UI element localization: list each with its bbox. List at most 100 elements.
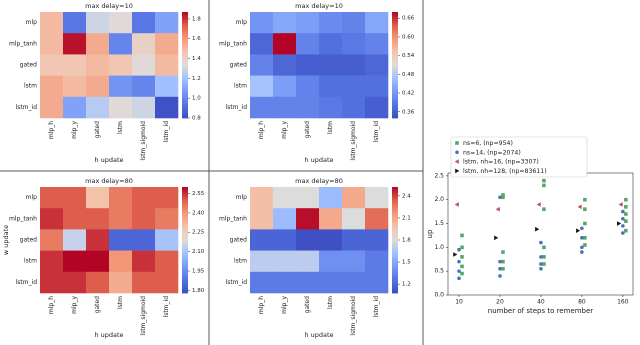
colorbar-segment [182, 100, 188, 103]
colorbar-segment [392, 34, 398, 38]
heatmap-cell [40, 75, 64, 98]
heatmap-cell [365, 75, 389, 98]
colorbar-tick-label: 1.0 [192, 96, 201, 102]
colorbar-segment [182, 224, 188, 227]
colorbar-segment [392, 192, 398, 195]
x-tick-label: mlp_y [281, 296, 288, 314]
colorbar-segment [392, 15, 398, 18]
colorbar-segment [392, 79, 398, 82]
colorbar-segment [392, 22, 398, 25]
colorbar-segment [392, 285, 398, 289]
colorbar-segment [392, 114, 398, 117]
colorbar-tick-label: 1.2 [192, 76, 201, 82]
point [542, 207, 546, 212]
colorbar-segment [392, 112, 398, 115]
heatmap-cell [109, 96, 133, 119]
colorbar-segment [392, 19, 398, 22]
y-tick-label: mlp [236, 19, 248, 26]
heatmap-cell [342, 33, 366, 55]
heatmap-cell [296, 54, 320, 76]
colorbar-segment [392, 240, 398, 243]
colorbar-segment [182, 271, 188, 274]
colorbar-segment [182, 241, 188, 244]
colorbar-segment [182, 80, 188, 84]
heatmap-cell [250, 187, 274, 209]
x-tick-label: mlp_h [48, 121, 55, 139]
colorbar-segment [182, 33, 188, 36]
colorbar-segment [392, 275, 398, 278]
heatmap-cell [319, 54, 343, 76]
colorbar-segment [392, 238, 398, 241]
colorbar-segment [392, 208, 398, 211]
colorbar-segment [182, 82, 188, 85]
colorbar-segment [182, 93, 188, 96]
heatmap-cell [342, 12, 366, 34]
panel-title: max delay=80 [295, 177, 343, 185]
colorbar-segment [392, 42, 398, 45]
colorbar-segment [182, 29, 188, 32]
colorbar-segment [182, 89, 188, 92]
heatmap-cell [319, 96, 343, 119]
colorbar-tick-label: 2.4 [402, 193, 411, 199]
colorbar-segment [392, 199, 398, 202]
heatmap-cell [155, 208, 179, 230]
heatmap-cell [40, 250, 64, 273]
heatmap-cell [273, 12, 297, 34]
point [501, 250, 505, 254]
colorbar-segment [392, 72, 398, 75]
colorbar-segment [392, 84, 398, 87]
colorbar-segment [182, 261, 188, 264]
heatmap-cell [365, 96, 389, 119]
colorbar-segment [182, 238, 188, 241]
colorbar-segment [392, 252, 398, 255]
colorbar-segment [182, 197, 188, 200]
heatmap-cell [86, 96, 110, 119]
heatmap-cell [250, 54, 274, 76]
heatmap-cell [365, 208, 389, 230]
y-tick-label: 0.0 [434, 292, 444, 299]
colorbar-segment [182, 222, 188, 225]
heatmap-cell [132, 12, 156, 34]
colorbar-segment [392, 107, 398, 110]
panel-title: max delay=80 [85, 177, 133, 185]
heatmap-cell [155, 250, 179, 273]
colorbar-segment [392, 70, 398, 73]
colorbar-segment [392, 261, 398, 264]
heatmap-cell [86, 229, 110, 251]
colorbar-segment [182, 36, 188, 39]
colorbar-segment [392, 110, 398, 114]
heatmap-cell [63, 187, 87, 209]
point [539, 262, 543, 266]
heatmap-cell [155, 75, 179, 98]
colorbar-segment [392, 289, 398, 292]
y-tick-label: mlp [26, 19, 38, 26]
heatmap-cell [250, 75, 274, 98]
y-tick-label: gated [230, 237, 248, 244]
colorbar-segment [182, 204, 188, 207]
point [580, 250, 584, 254]
heatmap-cell [109, 271, 133, 294]
panel-title: max delay=10 [85, 2, 133, 10]
colorbar-segment [392, 75, 398, 78]
heatmap-cell [319, 33, 343, 55]
point [580, 236, 584, 240]
heatmap-cell [86, 271, 110, 294]
heatmap-cell [40, 96, 64, 119]
heatmap-cell [296, 229, 320, 251]
point [624, 205, 628, 209]
colorbar-segment [392, 13, 398, 16]
colorbar-segment [182, 245, 188, 248]
colorbar-segment [182, 266, 188, 269]
colorbar-segment [182, 20, 188, 23]
point [621, 231, 625, 235]
colorbar-tick-label: 2.40 [192, 210, 205, 216]
y-tick-label: 2.5 [434, 172, 444, 179]
colorbar-tick-label: 0.66 [402, 16, 415, 22]
point [539, 255, 543, 259]
heatmap-cell [109, 250, 133, 273]
x-axis-label: h update [304, 331, 333, 339]
colorbar-segment [182, 199, 188, 202]
colorbar-segment [182, 229, 188, 232]
point [577, 204, 582, 210]
colorbar-segment [392, 33, 398, 36]
